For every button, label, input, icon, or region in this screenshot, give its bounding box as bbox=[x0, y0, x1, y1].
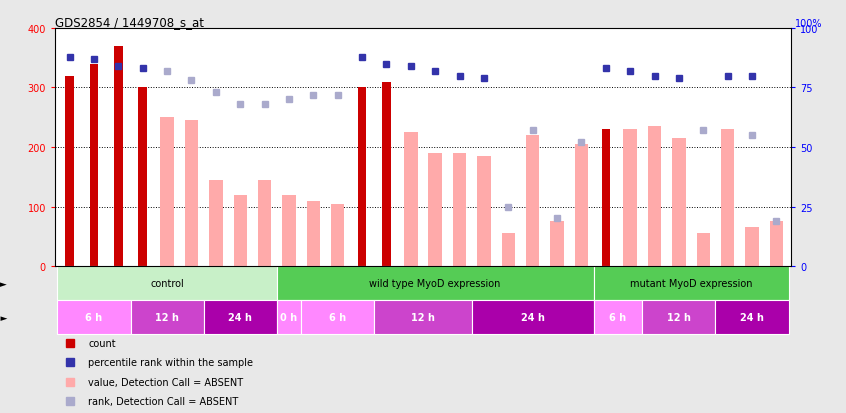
Text: 0 h: 0 h bbox=[280, 312, 298, 322]
Bar bbox=[233, 195, 247, 266]
Bar bbox=[526, 136, 540, 266]
Bar bbox=[65, 76, 74, 266]
Text: 100%: 100% bbox=[795, 19, 822, 29]
Text: 6 h: 6 h bbox=[609, 312, 627, 322]
Text: GDS2854 / 1449708_s_at: GDS2854 / 1449708_s_at bbox=[55, 16, 204, 29]
Bar bbox=[477, 157, 491, 266]
Bar bbox=[716, 300, 788, 334]
Bar bbox=[574, 145, 588, 266]
Bar bbox=[58, 266, 277, 300]
Bar bbox=[642, 300, 716, 334]
Bar bbox=[306, 201, 320, 266]
Text: 6 h: 6 h bbox=[329, 312, 346, 322]
Bar bbox=[382, 82, 391, 266]
Bar bbox=[90, 64, 98, 266]
Text: percentile rank within the sample: percentile rank within the sample bbox=[88, 358, 253, 368]
Text: 12 h: 12 h bbox=[411, 312, 435, 322]
Text: wild type MyoD expression: wild type MyoD expression bbox=[370, 278, 501, 288]
Text: value, Detection Call = ABSENT: value, Detection Call = ABSENT bbox=[88, 377, 244, 387]
Bar bbox=[745, 228, 759, 266]
Bar bbox=[594, 266, 788, 300]
Bar bbox=[139, 88, 147, 266]
Bar bbox=[453, 154, 466, 266]
Bar bbox=[283, 195, 295, 266]
Text: 6 h: 6 h bbox=[85, 312, 102, 322]
Bar bbox=[331, 204, 344, 266]
Bar bbox=[374, 300, 472, 334]
Bar bbox=[209, 180, 222, 266]
Text: mutant MyoD expression: mutant MyoD expression bbox=[629, 278, 752, 288]
Bar bbox=[277, 266, 594, 300]
Text: control: control bbox=[151, 278, 184, 288]
Bar bbox=[58, 300, 130, 334]
Bar bbox=[648, 127, 662, 266]
Bar bbox=[673, 139, 685, 266]
Bar bbox=[472, 300, 594, 334]
Bar bbox=[258, 180, 272, 266]
Text: 24 h: 24 h bbox=[228, 312, 252, 322]
Text: count: count bbox=[88, 338, 116, 348]
Bar bbox=[502, 234, 515, 266]
Text: 24 h: 24 h bbox=[740, 312, 764, 322]
Text: time ►: time ► bbox=[0, 313, 7, 322]
Text: 12 h: 12 h bbox=[667, 312, 691, 322]
Bar bbox=[161, 118, 173, 266]
Bar bbox=[551, 222, 563, 266]
Bar bbox=[184, 121, 198, 266]
Bar bbox=[594, 300, 642, 334]
Bar bbox=[130, 300, 204, 334]
Bar bbox=[602, 130, 610, 266]
Text: rank, Detection Call = ABSENT: rank, Detection Call = ABSENT bbox=[88, 396, 239, 406]
Text: protocol ►: protocol ► bbox=[0, 279, 7, 288]
Bar bbox=[358, 88, 366, 266]
Bar bbox=[624, 130, 637, 266]
Bar bbox=[721, 130, 734, 266]
Bar bbox=[404, 133, 418, 266]
Text: 12 h: 12 h bbox=[155, 312, 179, 322]
Bar bbox=[277, 300, 301, 334]
Bar bbox=[114, 47, 123, 266]
Bar bbox=[428, 154, 442, 266]
Text: 24 h: 24 h bbox=[521, 312, 545, 322]
Bar bbox=[301, 300, 374, 334]
Bar bbox=[696, 234, 710, 266]
Bar bbox=[770, 222, 783, 266]
Bar bbox=[204, 300, 277, 334]
